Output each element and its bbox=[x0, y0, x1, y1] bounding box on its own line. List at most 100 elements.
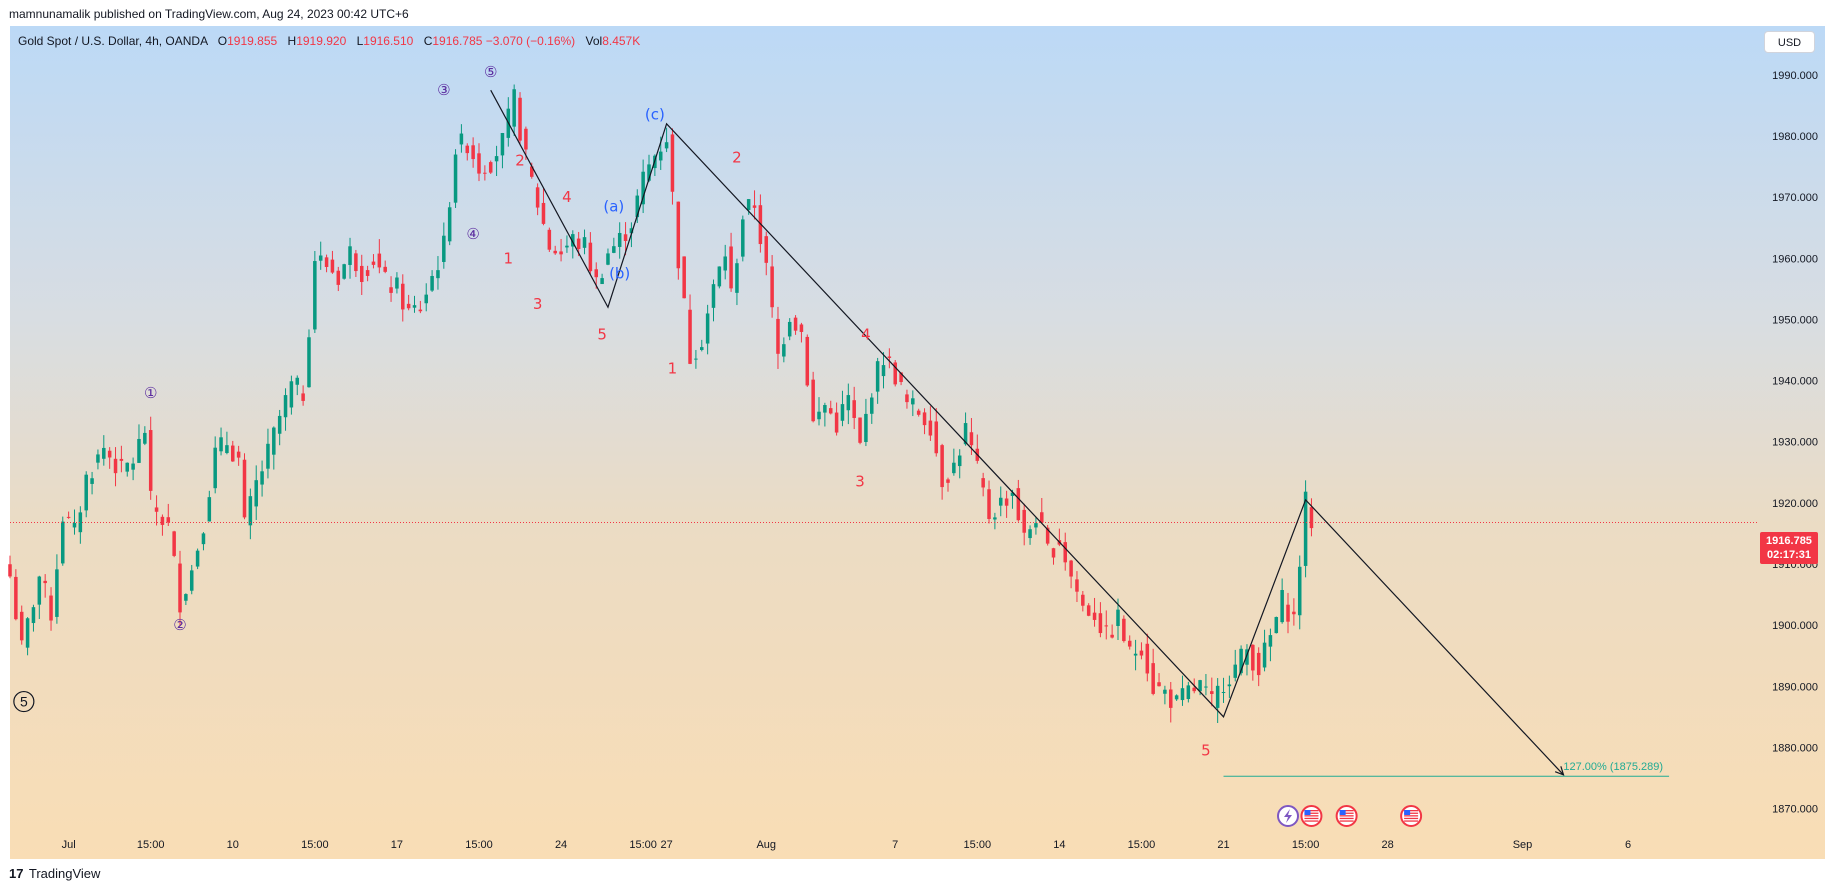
candle-body bbox=[195, 550, 200, 567]
candle-body bbox=[330, 259, 335, 273]
wave-label: ③ bbox=[437, 81, 450, 99]
footer-brand[interactable]: 17 TradingView bbox=[9, 866, 100, 881]
candle-body bbox=[442, 235, 446, 262]
candle-body bbox=[1251, 644, 1255, 671]
x-axis-tick-label: 21 bbox=[1217, 839, 1229, 851]
candle-body bbox=[875, 361, 880, 392]
flag-canton bbox=[1339, 810, 1346, 815]
candle-body bbox=[324, 257, 329, 267]
currency-button[interactable]: USD bbox=[1764, 31, 1815, 53]
candle-body bbox=[641, 171, 645, 205]
candle-body bbox=[354, 253, 358, 272]
wave-label: (c) bbox=[645, 106, 665, 124]
candle-body bbox=[670, 134, 675, 192]
chart-area[interactable] bbox=[10, 26, 1825, 859]
candle-body bbox=[1262, 642, 1267, 668]
candle-body bbox=[154, 507, 159, 512]
candle-body bbox=[1069, 560, 1073, 577]
candle-body bbox=[1133, 653, 1138, 656]
candle-body bbox=[1233, 664, 1238, 678]
candle-body bbox=[834, 412, 839, 433]
candle-body bbox=[711, 284, 716, 308]
candle-body bbox=[922, 412, 927, 426]
flag-stripe bbox=[1339, 812, 1354, 814]
y-axis-tick-label: 1980.000 bbox=[1772, 131, 1818, 143]
candle-body bbox=[148, 430, 153, 491]
candle-body bbox=[1221, 692, 1226, 694]
candle-body bbox=[793, 317, 798, 331]
candle-body bbox=[348, 246, 352, 265]
candle-body bbox=[916, 410, 921, 415]
candle-body bbox=[72, 523, 77, 528]
low-value: 1916.510 bbox=[363, 34, 414, 48]
candle-body bbox=[547, 229, 552, 250]
candle-body bbox=[336, 270, 341, 285]
candle-body bbox=[31, 607, 36, 624]
tradingview-logo-icon: 17 bbox=[9, 866, 24, 881]
candle-body bbox=[1309, 507, 1314, 529]
candle-body bbox=[752, 205, 757, 208]
candle-body bbox=[817, 411, 821, 420]
candle-body bbox=[682, 256, 686, 299]
candle-body bbox=[1122, 618, 1126, 642]
candle-body bbox=[488, 162, 493, 173]
us-flag-icon[interactable] bbox=[1335, 805, 1358, 827]
candle-body bbox=[957, 455, 962, 467]
candle-body bbox=[1204, 686, 1208, 688]
candle-body bbox=[1210, 691, 1214, 694]
open-label: O bbox=[217, 34, 228, 48]
x-axis-tick-label: 10 bbox=[227, 839, 239, 851]
candle-body bbox=[389, 287, 393, 293]
y-axis-tick-label: 1890.000 bbox=[1772, 681, 1818, 693]
candle-body bbox=[307, 337, 311, 388]
candle-body bbox=[993, 517, 997, 520]
projection-arrowhead bbox=[1554, 766, 1565, 776]
candle-body bbox=[588, 242, 593, 272]
candle-body bbox=[723, 256, 727, 271]
candle-body bbox=[963, 423, 968, 445]
candle-body bbox=[436, 270, 440, 279]
candle-body bbox=[559, 251, 563, 255]
candle-body bbox=[1016, 488, 1021, 521]
candle-body bbox=[412, 305, 417, 308]
candle-body bbox=[946, 479, 950, 483]
candle-body bbox=[395, 277, 399, 289]
candle-body bbox=[424, 294, 428, 304]
candle-body bbox=[911, 398, 915, 405]
candle-body bbox=[623, 234, 628, 241]
us-flag-icon[interactable] bbox=[1400, 805, 1423, 827]
x-axis-tick-label: Aug bbox=[756, 839, 776, 851]
candle-body bbox=[741, 219, 745, 257]
flag-stripe bbox=[1304, 817, 1319, 820]
volume-value: 8.457K bbox=[602, 34, 641, 48]
candle-body bbox=[160, 516, 165, 525]
candle-body bbox=[1274, 617, 1279, 634]
candle-body bbox=[1104, 625, 1109, 627]
candle-body bbox=[1098, 613, 1103, 634]
candle-body bbox=[1092, 612, 1097, 620]
wave-label: 2 bbox=[515, 152, 525, 170]
flag-stripe bbox=[1339, 817, 1354, 820]
candle-body bbox=[934, 421, 939, 454]
candle-body bbox=[102, 447, 106, 459]
candle-body bbox=[998, 497, 1003, 506]
candle-body bbox=[231, 445, 235, 462]
candle-body bbox=[49, 595, 53, 621]
candle-body bbox=[952, 462, 956, 474]
lightning-icon[interactable] bbox=[1277, 805, 1300, 827]
candle-body bbox=[254, 480, 258, 507]
candle-body bbox=[447, 207, 452, 242]
candle-body bbox=[529, 166, 534, 177]
us-flag-icon[interactable] bbox=[1300, 805, 1323, 827]
candle-body bbox=[524, 128, 528, 150]
flag-stripe bbox=[1304, 820, 1319, 822]
y-axis-tick-label: 1920.000 bbox=[1772, 498, 1818, 510]
candle-body bbox=[764, 236, 769, 263]
candle-body bbox=[799, 324, 804, 332]
symbol-name[interactable]: Gold Spot / U.S. Dollar, 4h, OANDA bbox=[18, 34, 208, 48]
candle-body bbox=[705, 313, 710, 344]
candle-body bbox=[84, 474, 88, 511]
candle-body bbox=[477, 153, 481, 174]
x-axis-tick-label: 6 bbox=[1625, 839, 1631, 851]
